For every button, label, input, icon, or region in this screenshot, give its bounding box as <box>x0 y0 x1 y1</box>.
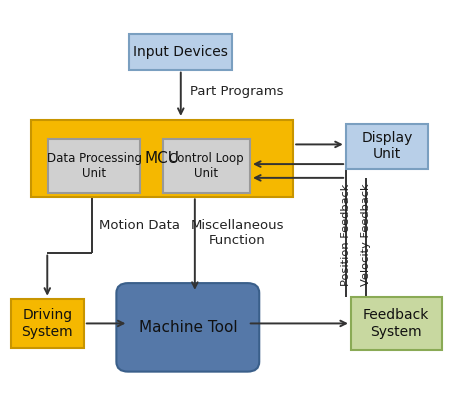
Text: Feedback
System: Feedback System <box>363 308 429 338</box>
FancyBboxPatch shape <box>11 299 83 348</box>
Text: MCU: MCU <box>145 151 180 166</box>
Text: Display
Unit: Display Unit <box>361 131 412 162</box>
FancyBboxPatch shape <box>48 140 140 193</box>
Text: Part Programs: Part Programs <box>190 85 283 98</box>
FancyBboxPatch shape <box>163 140 250 193</box>
Text: Machine Tool: Machine Tool <box>138 320 237 335</box>
Text: Data Processing
Unit: Data Processing Unit <box>46 152 142 180</box>
Text: Velocity Feedback: Velocity Feedback <box>361 184 371 286</box>
Text: Position Feedback: Position Feedback <box>341 184 351 286</box>
FancyBboxPatch shape <box>117 283 259 371</box>
Text: Motion Data: Motion Data <box>99 219 180 231</box>
FancyBboxPatch shape <box>351 297 442 350</box>
Text: Driving
System: Driving System <box>21 308 73 338</box>
Text: Input Devices: Input Devices <box>133 45 228 59</box>
FancyBboxPatch shape <box>346 124 428 169</box>
Text: Control Loop
Unit: Control Loop Unit <box>169 152 244 180</box>
Text: Miscellaneous
Function: Miscellaneous Function <box>190 219 284 247</box>
FancyBboxPatch shape <box>31 120 293 197</box>
FancyBboxPatch shape <box>129 34 232 70</box>
